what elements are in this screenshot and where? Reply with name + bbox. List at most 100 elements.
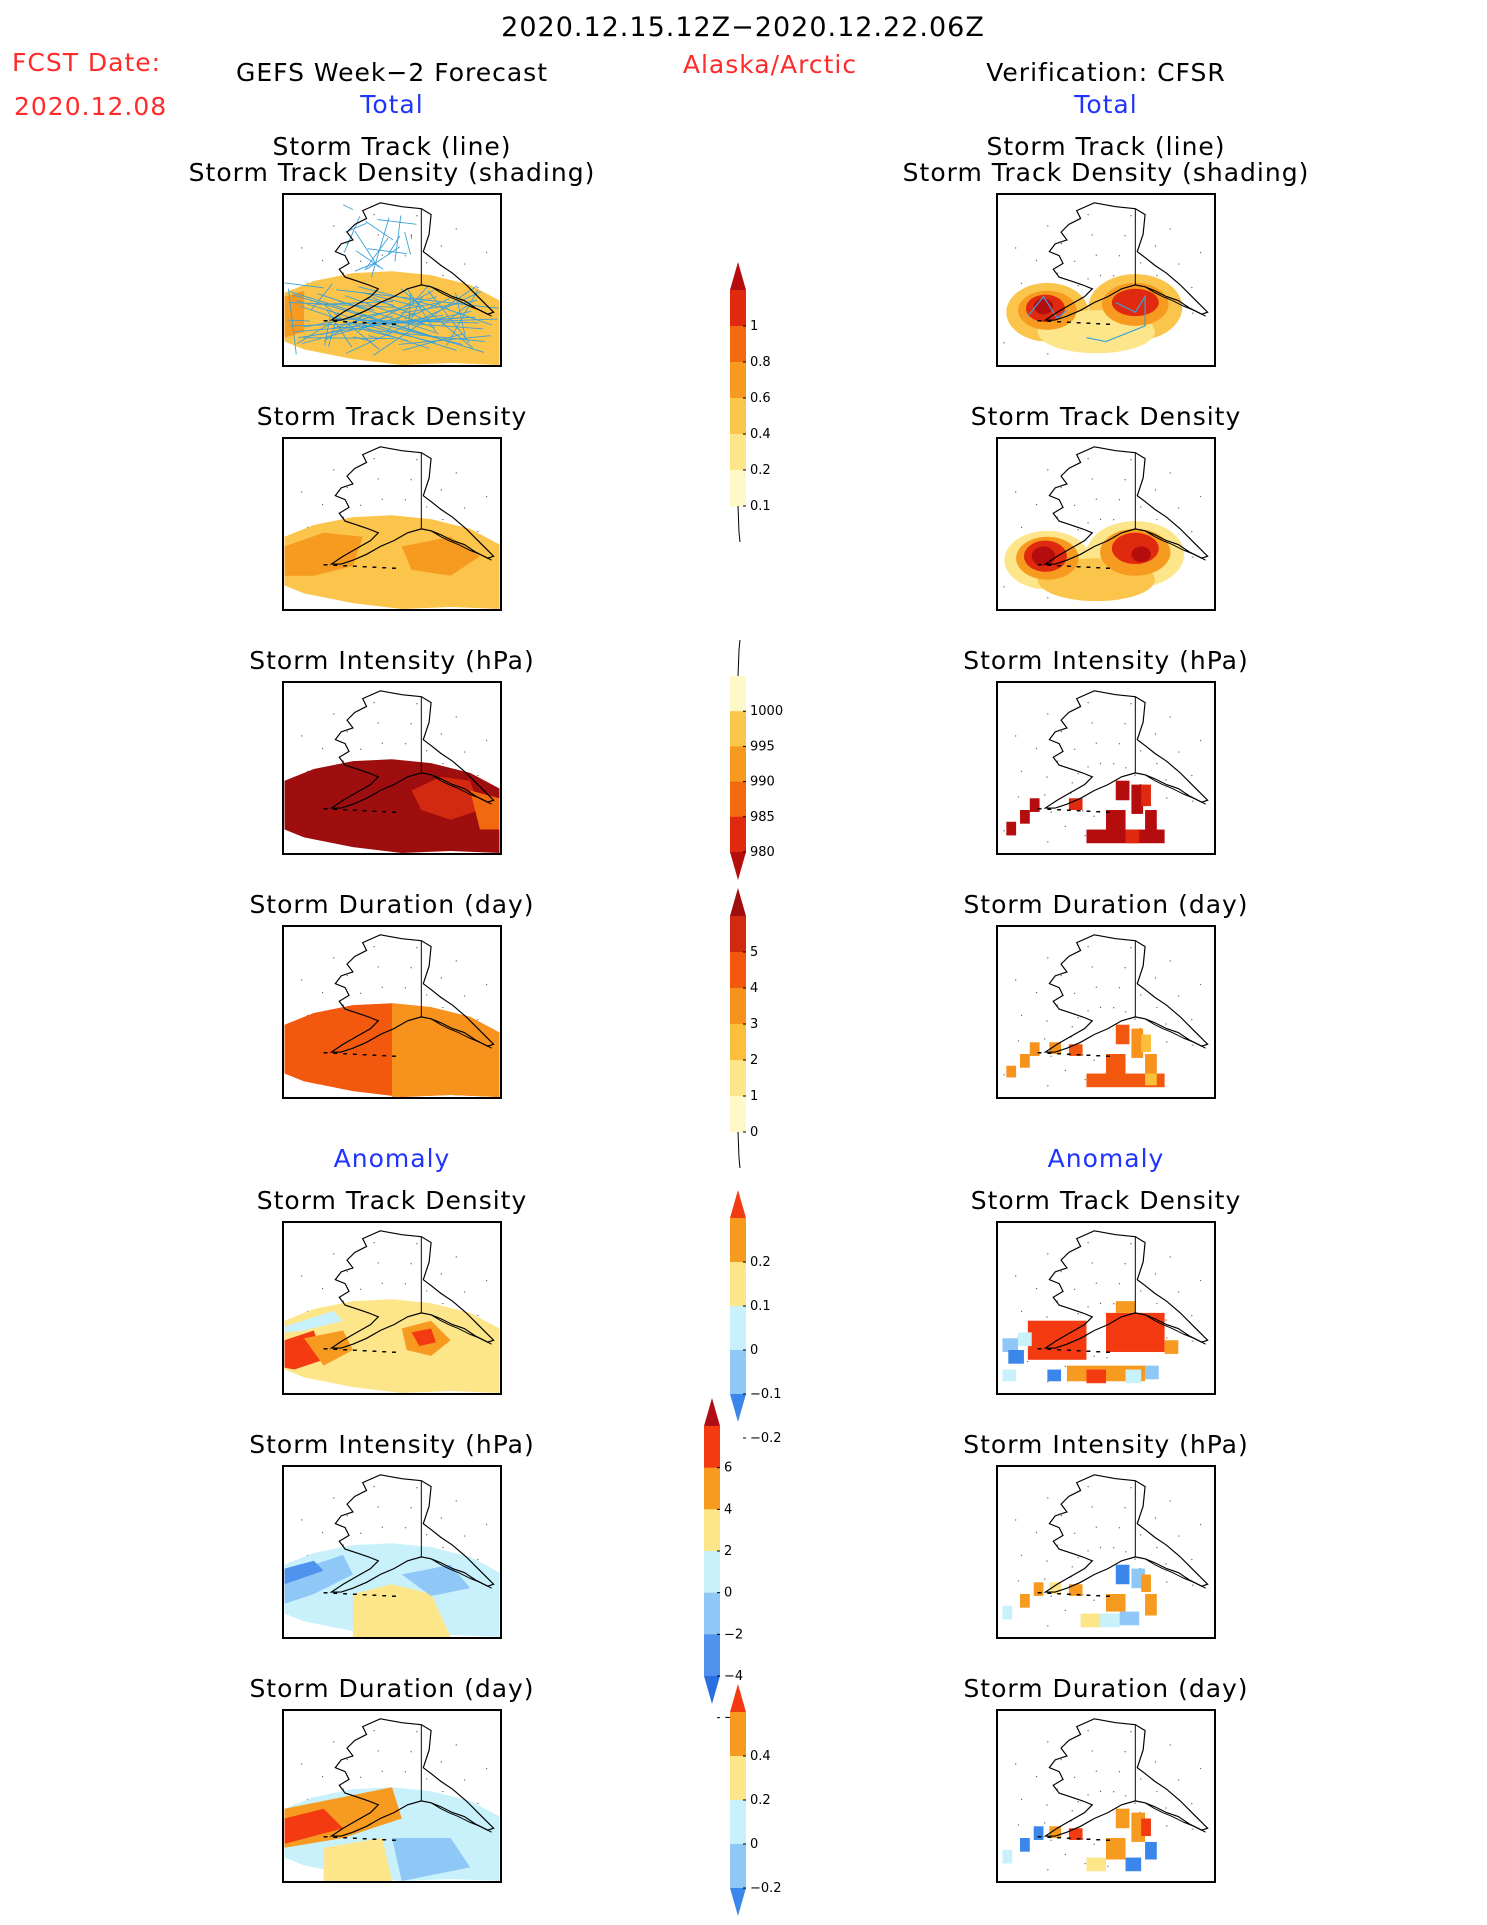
coastline-south (430, 1018, 492, 1049)
graticule-dot (346, 1758, 348, 1761)
graticule-dot (1095, 1282, 1098, 1284)
grid-cell (1119, 1611, 1140, 1626)
aleutian-island (1066, 809, 1071, 811)
graticule-dot (1192, 1340, 1194, 1342)
shading-zone (304, 1330, 353, 1366)
colorbar-swatch (704, 1467, 720, 1510)
storm-track-line (366, 246, 401, 270)
graticule-dot (1014, 735, 1017, 737)
aleutian-island (392, 567, 396, 569)
graticule-dot (464, 995, 466, 997)
aleutian-island (1047, 808, 1052, 811)
colorbar-swatch (730, 1844, 746, 1889)
aleutian-island (1106, 1839, 1110, 1841)
colorbar-arrow-bottom (730, 1394, 746, 1422)
graticule-dot (1191, 1314, 1193, 1317)
shading-zone (284, 1310, 344, 1333)
title-track-density-shading-right: Storm Track Density (shading) (902, 158, 1310, 187)
graticule-dot (1165, 1807, 1167, 1809)
aleutian-island (362, 1594, 367, 1596)
coastline-south (430, 1314, 492, 1345)
graticule-dot (1087, 701, 1089, 704)
coastline-south (430, 1802, 492, 1833)
title-track-line-left: Storm Track (line) (272, 132, 512, 161)
graticule-dot (425, 1290, 428, 1292)
colorbar-tick-label: 0.1 (750, 1299, 771, 1314)
storm-track-line (355, 250, 384, 270)
title-anom-intensity-right: Storm Intensity (hPa) (963, 1430, 1249, 1459)
graticule-dot (1026, 1360, 1029, 1363)
colorbar-swatch (730, 711, 746, 747)
title-track-line-right: Storm Track (line) (986, 132, 1226, 161)
graticule-dot (1112, 519, 1115, 521)
graticule-dot (1124, 1507, 1126, 1509)
colorbar-swatch (730, 470, 746, 507)
graticule-dot (377, 966, 379, 968)
grid-cell (1006, 1065, 1017, 1078)
grid-cell (1106, 1838, 1126, 1860)
colorbar-arrow-bottom (730, 1888, 746, 1916)
aleutian-island (372, 1838, 377, 1840)
map-gefs-intensity-anomaly (282, 1465, 502, 1639)
graticule-dot (404, 255, 407, 257)
graticule-dot (1077, 1557, 1079, 1559)
graticule-dot (1156, 274, 1158, 277)
graticule-dot (1014, 979, 1017, 981)
graticule-dot (485, 1523, 488, 1526)
graticule-dot (404, 1771, 407, 1773)
colorbar-swatch (704, 1509, 720, 1552)
graticule-dot (321, 259, 324, 262)
colorbar-tick-label: 0.2 (750, 1793, 771, 1808)
graticule-dot (1050, 1055, 1052, 1057)
graticule-dot (1134, 1802, 1136, 1804)
graticule-dot (377, 722, 379, 724)
aleutian-island (352, 1593, 357, 1595)
coastline (1043, 1474, 1209, 1593)
storm-track-line (366, 303, 371, 305)
shading-blob (1031, 546, 1056, 567)
graticule-dot (1095, 1526, 1098, 1528)
colorbar-arrow-bottom (704, 1676, 720, 1704)
graticule-dot (416, 703, 418, 705)
aleutian-island (352, 1837, 357, 1839)
grid-cell (1106, 1054, 1126, 1076)
colorbar-tick-label: 1 (750, 1089, 758, 1104)
aleutian-island (372, 566, 377, 568)
graticule-dot (442, 1546, 444, 1549)
graticule-dot (321, 1287, 324, 1290)
storm-track-line (298, 314, 443, 339)
graticule-dot (373, 945, 375, 948)
graticule-dot (1191, 286, 1193, 289)
graticule-dot (1084, 834, 1086, 837)
colorbar-tick-label: 0.6 (750, 391, 771, 406)
graticule-dot (1154, 1273, 1157, 1275)
graticule-dot (333, 957, 335, 959)
aleutian-island (1057, 565, 1062, 567)
graticule-dot (1154, 733, 1157, 735)
shading-zone (401, 536, 480, 576)
graticule-dot (1192, 1828, 1194, 1830)
coastline-south (1144, 774, 1206, 805)
aleutian-island (1096, 1350, 1101, 1353)
map-cfsr-duration-total (996, 925, 1216, 1099)
storm-track-line (286, 319, 310, 322)
graticule-dot (1087, 1550, 1089, 1552)
graticule-dot (1087, 278, 1089, 280)
coastline (1043, 446, 1209, 565)
graticule-dot (1134, 774, 1136, 776)
colorbar-swatch (704, 1426, 720, 1469)
graticule-dot (377, 1506, 379, 1508)
grid-cell (1125, 1369, 1142, 1384)
aleutian-island (1086, 1054, 1091, 1056)
grid-cell (1145, 1594, 1157, 1616)
colorbar-swatch (730, 676, 746, 712)
title-intensity-right: Storm Intensity (hPa) (963, 646, 1249, 675)
graticule-dot (1073, 1532, 1076, 1534)
graticule-dot (1095, 986, 1098, 988)
graticule-dot (485, 251, 488, 254)
graticule-dot (1073, 1288, 1076, 1290)
aleutian-island (1096, 810, 1101, 813)
graticule-dot (1124, 479, 1126, 481)
graticule-dot (1087, 1485, 1089, 1488)
graticule-dot (410, 1751, 412, 1753)
